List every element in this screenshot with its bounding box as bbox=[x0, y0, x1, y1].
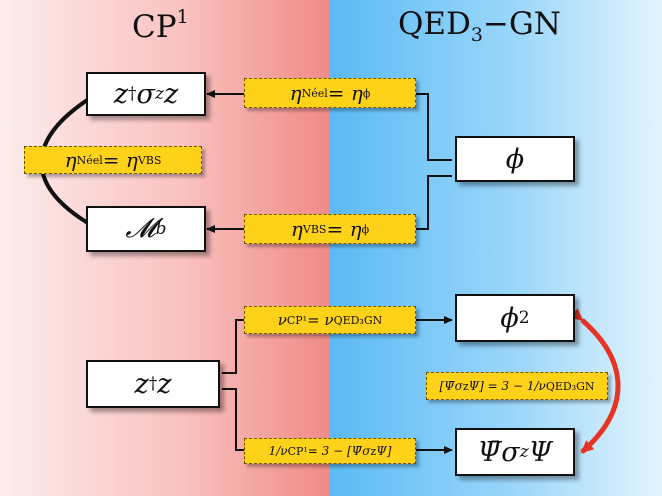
tag-vbs-phi-b: = η bbox=[326, 217, 362, 241]
tag-neel-phi-s2: ϕ bbox=[362, 86, 371, 100]
tag-neel-phi-b: = η bbox=[327, 81, 363, 105]
tag-inverse-nu: 1/ν CP¹ = 3 − [Ψ̄σ z Ψ] bbox=[244, 438, 416, 464]
tag-invnu-s2: z bbox=[370, 444, 377, 458]
tag-invnu-c: Ψ] bbox=[376, 444, 392, 458]
tag-nu-a: ν bbox=[277, 311, 287, 329]
tag-invnu-a: 1/ν bbox=[268, 444, 288, 458]
tag-vbs-phi-s2: ϕ bbox=[361, 222, 370, 236]
tag-psi-s2: QED₃GN bbox=[545, 379, 595, 393]
phi-symbol: ϕ bbox=[505, 143, 525, 175]
tag-psi-a: [Ψ̄σ bbox=[439, 379, 463, 393]
cp1-header-sup: 1 bbox=[176, 6, 189, 28]
tag-neel-vbs-a: η bbox=[64, 148, 77, 172]
qed-header-text: QED bbox=[398, 6, 471, 42]
cp1-header: CP1 bbox=[132, 6, 189, 45]
neel-dagger: † bbox=[128, 84, 137, 104]
qed-header-sub: 3 bbox=[470, 24, 483, 46]
zz-z: z bbox=[134, 368, 149, 400]
tag-nu-s2: QED₃GN bbox=[333, 313, 383, 327]
phi2-symbol: ϕ bbox=[500, 302, 519, 334]
zz-dagger: † bbox=[148, 374, 158, 394]
tag-psi-s1: z bbox=[462, 379, 469, 393]
neel-sub: z bbox=[154, 84, 164, 104]
psi-end: Ψ bbox=[528, 436, 553, 468]
neel-order-box: z † σ z z bbox=[86, 72, 206, 116]
qed3-gn-header: QED3−GN bbox=[398, 6, 561, 46]
neel-sigma: σ bbox=[136, 78, 155, 110]
tag-nu-b: = ν bbox=[307, 311, 334, 329]
tag-nu-equality: ν CP¹ = ν QED₃GN bbox=[244, 306, 416, 334]
tag-vbs-phi-s1: VBS bbox=[302, 222, 327, 236]
psi-sub: z bbox=[519, 442, 529, 462]
tag-invnu-b: = 3 − [Ψ̄σ bbox=[307, 444, 371, 458]
tag-psi-b: Ψ] = 3 − 1/ν bbox=[468, 379, 546, 393]
psi-bilinear-box: Ψ̄σ z Ψ bbox=[455, 428, 575, 476]
tag-neel-vbs-s2: VBS bbox=[137, 153, 162, 167]
tag-vbs-phi-a: η bbox=[290, 217, 303, 241]
neel-z: z bbox=[113, 78, 129, 110]
neel-z2: z bbox=[163, 78, 179, 110]
tag-psi-dimension: [Ψ̄σ z Ψ] = 3 − 1/ν QED₃GN bbox=[426, 372, 608, 400]
tag-neel-phi-a: η bbox=[289, 81, 302, 105]
tag-neel-vbs: η Néel = η VBS bbox=[24, 146, 202, 174]
cp1-header-text: CP bbox=[132, 9, 177, 45]
tag-neel-vbs-b: = η bbox=[102, 148, 138, 172]
tag-invnu-s1: CP¹ bbox=[287, 444, 308, 458]
tag-neel-phi-s1: Néel bbox=[301, 86, 328, 100]
tag-neel-vbs-s1: Néel bbox=[76, 153, 103, 167]
phi-box: ϕ bbox=[455, 136, 575, 182]
monopole-symbol: 𝓜 bbox=[125, 213, 156, 244]
tag-nu-s1: CP¹ bbox=[286, 313, 308, 327]
zz-z2: z bbox=[157, 368, 172, 400]
gn-header-text: −GN bbox=[483, 6, 561, 42]
zz-box: z † z bbox=[86, 360, 220, 408]
psi-bar-sigma: Ψ̄σ bbox=[477, 436, 520, 468]
phi2-sup: 2 bbox=[518, 308, 530, 328]
curved-arrow-phi2-psi bbox=[569, 308, 621, 454]
monopole-sub: b bbox=[155, 219, 167, 239]
